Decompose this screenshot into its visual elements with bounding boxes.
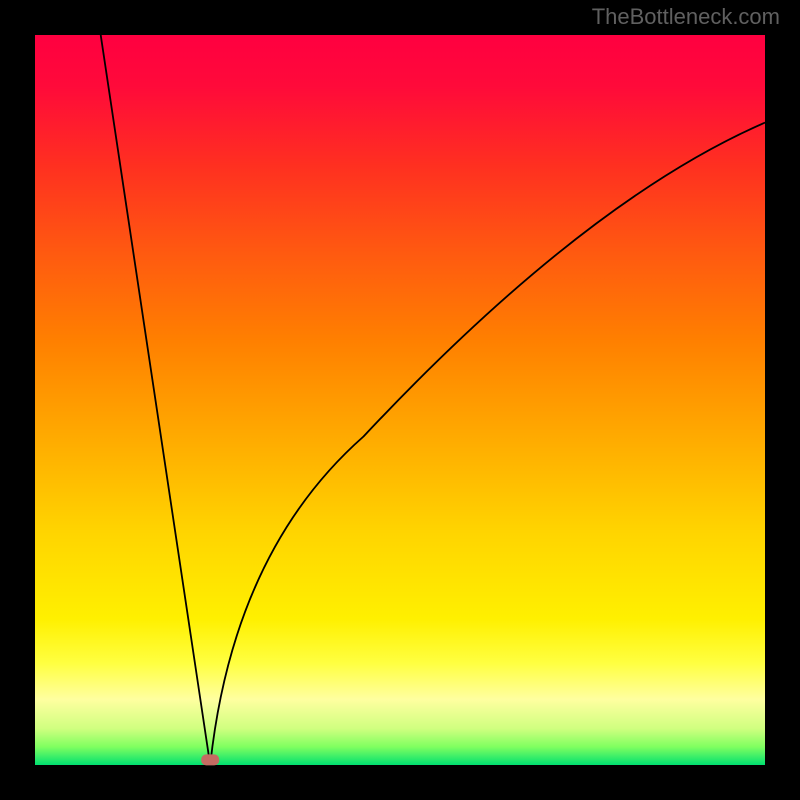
- optimal-point-marker: [201, 754, 219, 765]
- plot-background: [35, 35, 765, 765]
- watermark-text: TheBottleneck.com: [592, 4, 780, 30]
- bottleneck-curve-chart: [0, 0, 800, 800]
